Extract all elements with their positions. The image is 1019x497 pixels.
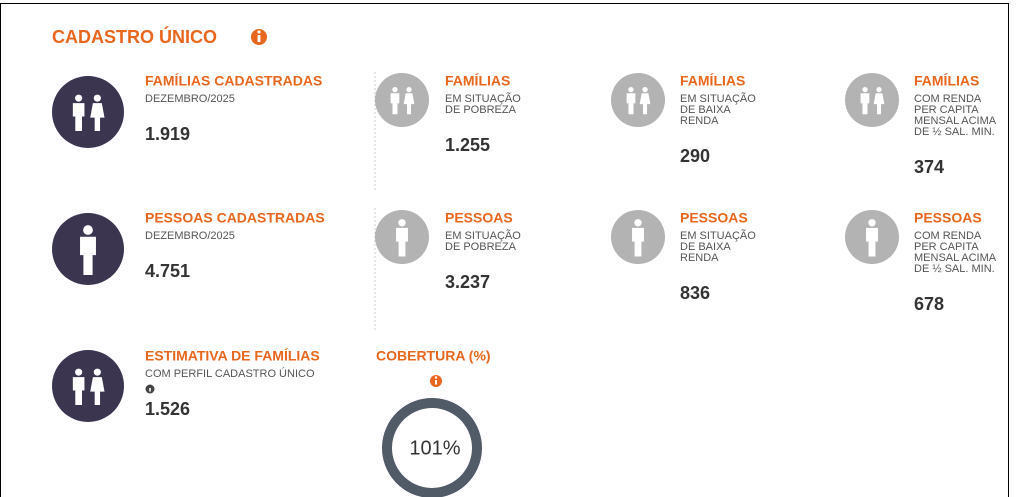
card-title: PESSOAS (914, 210, 982, 226)
card-subtitle: DE POBREZA (445, 241, 517, 253)
body (72, 377, 85, 405)
body (390, 93, 400, 115)
card-value: 678 (914, 294, 944, 314)
family-icon (845, 73, 899, 127)
card-subtitle: MENSAL ACIMA (914, 252, 997, 264)
body (632, 227, 644, 257)
family-icon (375, 73, 429, 127)
icon-circle (375, 73, 429, 127)
body (639, 93, 651, 115)
card-title: FAMÍLIAS (914, 73, 979, 89)
head (868, 219, 876, 227)
family-icon (52, 350, 124, 422)
card-title: FAMÍLIAS (680, 73, 745, 89)
gauge-arc (382, 397, 482, 497)
card-subtitle: DE ½ SAL. MIN. (914, 263, 995, 275)
head (876, 86, 882, 93)
head (406, 86, 412, 93)
card-title: FAMÍLIAS CADASTRADAS (145, 73, 322, 89)
coverage-title: COBERTURA (%) (376, 348, 491, 364)
info-dot-top (434, 376, 438, 379)
card-subtitle: EM SITUAÇÃO (445, 229, 521, 242)
card-value: 290 (680, 146, 710, 166)
body (866, 227, 878, 257)
card-value: 4.751 (145, 261, 190, 281)
head (83, 225, 93, 235)
family-icon (611, 73, 665, 127)
head (75, 94, 83, 102)
card-subtitle: EM SITUAÇÃO (445, 92, 521, 105)
card-subtitle: DEZEMBRO/2025 (145, 230, 235, 242)
card-subtitle: COM RENDA (914, 230, 982, 242)
head (75, 368, 83, 376)
card-subtitle: PER CAPITA (914, 241, 979, 253)
panel-border (0, 3, 1009, 497)
card-title: FAMÍLIAS (445, 73, 510, 89)
body (626, 93, 636, 115)
card-subtitle: DE ½ SAL. MIN. (914, 126, 995, 138)
head (628, 86, 634, 93)
body (403, 93, 415, 115)
head (93, 368, 101, 376)
card-value: 3.237 (445, 272, 490, 292)
info-bar (149, 388, 151, 392)
panel-title: CADASTRO ÚNICO (52, 26, 217, 47)
person-icon (375, 210, 429, 264)
card-subtitle: RENDA (680, 252, 719, 264)
head (862, 86, 868, 93)
card-value: 1.255 (445, 135, 490, 155)
person-icon (52, 213, 124, 285)
card-title: PESSOAS (445, 210, 513, 226)
info-bar (435, 380, 437, 385)
head (93, 94, 101, 102)
card-subtitle: RENDA (680, 115, 719, 127)
family-icon (52, 76, 124, 148)
icon-circle (52, 350, 124, 422)
card-title: PESSOAS CADASTRADAS (145, 210, 325, 226)
head (398, 219, 406, 227)
card-subtitle: COM RENDA (914, 93, 982, 105)
card-value: 836 (680, 283, 710, 303)
card-subtitle: EM SITUAÇÃO (680, 229, 756, 242)
card-value: 374 (914, 157, 944, 177)
person-icon (611, 210, 665, 264)
icon-circle (52, 76, 124, 148)
body (90, 103, 105, 131)
body (860, 93, 870, 115)
head (642, 86, 648, 93)
icon-circle (845, 73, 899, 127)
icon-circle (611, 73, 665, 127)
card-value: 1.526 (145, 399, 190, 419)
card-title: PESSOAS (680, 210, 748, 226)
head (392, 86, 398, 93)
body (396, 227, 408, 257)
card-subtitle: DE BAIXA (680, 104, 731, 116)
card-subtitle: DE BAIXA (680, 241, 731, 253)
card-value: 1.919 (145, 124, 190, 144)
card-subtitle: MENSAL ACIMA (914, 115, 997, 127)
card-subtitle: EM SITUAÇÃO (680, 92, 756, 105)
body (72, 103, 85, 131)
info-icon[interactable] (430, 375, 442, 387)
card-title: ESTIMATIVA DE FAMÍLIAS (145, 348, 320, 364)
card-subtitle: DEZEMBRO/2025 (145, 93, 235, 105)
card-subtitle: DE POBREZA (445, 104, 517, 116)
head (634, 219, 642, 227)
card-subtitle: COM PERFIL CADASTRO ÚNICO (145, 367, 315, 380)
body (873, 93, 885, 115)
card-subtitle: PER CAPITA (914, 104, 979, 116)
body (80, 236, 96, 276)
body (90, 377, 105, 405)
info-icon[interactable] (251, 29, 267, 45)
gauge-label: 101% (409, 437, 460, 459)
person-icon (845, 210, 899, 264)
info-icon[interactable] (145, 384, 155, 394)
